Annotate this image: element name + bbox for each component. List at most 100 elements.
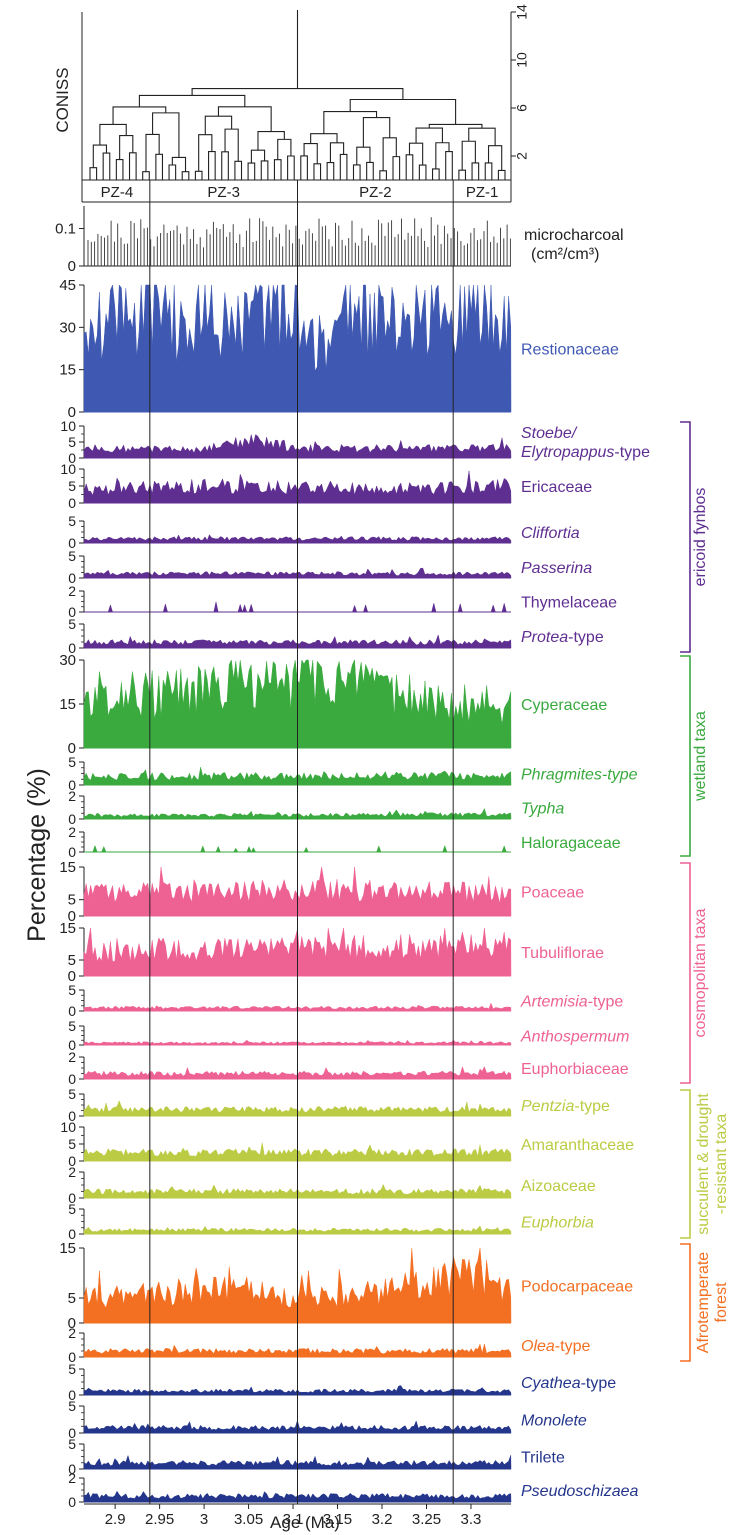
panel-tick-label: 0 (68, 811, 76, 827)
panel-tick-label: 10 (60, 461, 76, 477)
area-stoebe-elytropappus-type (83, 434, 512, 459)
coniss-tree (89, 10, 506, 180)
panel-tick-label: 5 (68, 513, 76, 529)
panel-tick-label: 5 (68, 478, 76, 494)
panel-tick-label: 30 (59, 652, 76, 669)
coniss-branch (191, 87, 404, 100)
panel-restionaceae: 0 15 30 45 Restionaceae (59, 277, 619, 421)
panel-passerina: 0 5 Passerina (68, 548, 592, 586)
x-tick-label: 2.95 (145, 1511, 174, 1528)
panel-monolete: 0 5 Monolete (68, 1398, 587, 1441)
panel-tick-label: 0 (68, 450, 76, 466)
series-label-thymelaceae: Thymelaceae (521, 595, 617, 612)
group-afrotemperate-forest: Afrotemperateforest (680, 1243, 730, 1362)
x-tick-label: 3.1 (283, 1511, 304, 1528)
series-label-ericaceae: Ericaceae (521, 479, 592, 496)
coniss-branch (352, 164, 361, 180)
panel-tick-label: 0 (68, 1190, 76, 1206)
panel-tick-label: 15 (59, 920, 76, 937)
panel-cliffortia: 0 5 Cliffortia (68, 513, 580, 551)
panel-tick-label: 0 (68, 1153, 76, 1169)
series-label-tubuliflorae: Tubuliflorae (521, 945, 604, 962)
coniss-tick-label: 6 (514, 104, 530, 112)
series-label-monolete: Monolete (521, 1413, 587, 1430)
coniss-branch (260, 160, 269, 180)
group-bracket (680, 1089, 691, 1239)
group-bracket (680, 862, 691, 1084)
coniss-branch (392, 156, 401, 180)
panel-tick-label: 0 (68, 908, 76, 925)
group-brackets: ericoid fynbos wetland taxa cosmopolitan t… (680, 421, 730, 1362)
x-tick-label: 2.9 (105, 1511, 126, 1528)
series-label-cliffortia: Cliffortia (521, 525, 580, 542)
coniss-branch (168, 164, 177, 180)
x-tick-label: 3.05 (234, 1511, 263, 1528)
microcharcoal-tick-label: 0 (68, 258, 76, 275)
area-ericaceae (83, 470, 512, 504)
area-protea-type (83, 634, 512, 649)
coniss-branch (194, 170, 203, 180)
panel-tick-label: 0 (68, 1349, 76, 1365)
panel-tick-label: 5 (68, 1018, 76, 1034)
group-ericoid-fynbos: ericoid fynbos (680, 421, 709, 653)
area-olea-type (83, 1343, 512, 1358)
coniss-branch (138, 94, 246, 107)
x-tick-label: 3.3 (461, 1511, 482, 1528)
panel-euphorbiaceae: 0 2 Euphorbiaceae (68, 1049, 629, 1087)
coniss-branch (92, 144, 108, 168)
group-label: succulent & drought-resistant taxa (695, 1093, 730, 1235)
series-label-euphorbia: Euphorbia (521, 1215, 594, 1232)
y-axis-title: Percentage (%) (23, 768, 51, 942)
panel-tick-label: 0 (68, 495, 76, 511)
panel-tick-label: 2 (68, 1470, 76, 1486)
panel-tick-label: 0 (68, 1425, 76, 1441)
panel-tick-label: 5 (68, 1361, 76, 1377)
panel-tick-label: 5 (68, 1136, 76, 1152)
area-trilete (83, 1454, 512, 1470)
panel-aizoaceae: 0 2 Aizoaceae (68, 1164, 596, 1206)
area-pentzia-type (83, 1100, 512, 1117)
series-label-artemisia-type: Artemisia-type (520, 994, 623, 1011)
coniss-branch (99, 123, 127, 146)
coniss-branch (128, 152, 137, 180)
coniss-branch (208, 150, 216, 180)
coniss-branch (471, 162, 480, 180)
coniss-branch (339, 153, 348, 180)
series-label-pentzia-type: Pentzia-type (521, 1098, 610, 1115)
coniss-branch (323, 111, 378, 134)
group-bracket (680, 421, 691, 653)
coniss-tick-label: 2 (514, 152, 530, 160)
panel-tick-label: 0 (68, 1494, 76, 1510)
microcharcoal-label: microcharcoal (524, 227, 624, 244)
coniss-branch (484, 162, 493, 180)
microcharcoal-tick-label: 0.1 (55, 221, 76, 238)
series-label-poaceae: Poaceae (521, 885, 584, 902)
coniss-branch (379, 170, 387, 180)
x-tick-label: 3 (200, 1511, 208, 1528)
coniss-branch (102, 152, 111, 180)
panel-tick-label: 0 (68, 404, 76, 421)
panel-tick-label: 0 (68, 1461, 76, 1477)
coniss-branch (155, 153, 164, 180)
coniss-branch (362, 116, 391, 148)
series-label-trilete: Trilete (521, 1450, 565, 1467)
series-label-anthospermum: Anthospermum (520, 1029, 630, 1046)
coniss-label: CONISS (53, 67, 72, 132)
panel-tick-label: 15 (59, 859, 76, 876)
series-label-stoebe-elytropappus-type: Stoebe/Elytropappus-type (521, 425, 650, 461)
coniss-branch (326, 162, 335, 180)
series-label-passerina: Passerina (521, 560, 592, 577)
coniss-branch (217, 106, 272, 132)
panel-tick-label: 0 (68, 740, 76, 757)
panel-tick-label: 5 (68, 616, 76, 632)
panel-tick-label: 2 (68, 1325, 76, 1341)
coniss-branch (300, 155, 308, 180)
zone-label-pz-2: PZ-2 (359, 184, 392, 201)
panel-cyathea-type: 0 5 Cyathea-type (68, 1361, 616, 1403)
panel-euphorbia: 0 5 Euphorbia (68, 1201, 594, 1242)
series-label-restionaceae: Restionaceae (521, 342, 619, 359)
coniss-branch (221, 151, 229, 180)
panel-tick-label: 5 (68, 892, 76, 909)
